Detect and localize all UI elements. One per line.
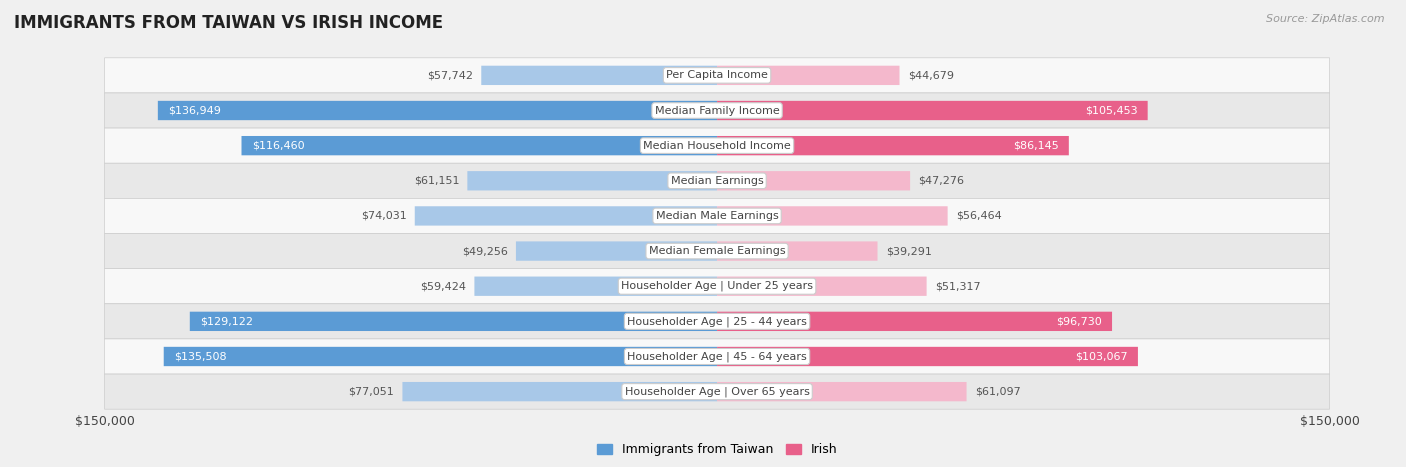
- FancyBboxPatch shape: [104, 374, 1330, 409]
- Text: Median Earnings: Median Earnings: [671, 176, 763, 186]
- FancyBboxPatch shape: [717, 66, 900, 85]
- Text: $77,051: $77,051: [349, 387, 394, 396]
- FancyBboxPatch shape: [481, 66, 717, 85]
- FancyBboxPatch shape: [104, 93, 1330, 128]
- Text: $105,453: $105,453: [1085, 106, 1137, 115]
- Text: $74,031: $74,031: [361, 211, 406, 221]
- FancyBboxPatch shape: [717, 206, 948, 226]
- FancyBboxPatch shape: [717, 276, 927, 296]
- Text: $135,508: $135,508: [174, 352, 226, 361]
- Text: $44,679: $44,679: [908, 71, 953, 80]
- Text: $39,291: $39,291: [886, 246, 932, 256]
- FancyBboxPatch shape: [717, 241, 877, 261]
- Text: $51,317: $51,317: [935, 281, 980, 291]
- Text: $129,122: $129,122: [200, 316, 253, 326]
- FancyBboxPatch shape: [516, 241, 717, 261]
- FancyBboxPatch shape: [717, 171, 910, 191]
- FancyBboxPatch shape: [104, 339, 1330, 374]
- FancyBboxPatch shape: [415, 206, 717, 226]
- FancyBboxPatch shape: [717, 101, 1147, 120]
- FancyBboxPatch shape: [242, 136, 717, 156]
- FancyBboxPatch shape: [190, 311, 717, 331]
- Text: Median Female Earnings: Median Female Earnings: [648, 246, 786, 256]
- FancyBboxPatch shape: [104, 58, 1330, 93]
- Text: $61,151: $61,151: [413, 176, 460, 186]
- FancyBboxPatch shape: [717, 311, 1112, 331]
- Text: Householder Age | Over 65 years: Householder Age | Over 65 years: [624, 386, 810, 397]
- Text: $103,067: $103,067: [1076, 352, 1128, 361]
- Text: Source: ZipAtlas.com: Source: ZipAtlas.com: [1267, 14, 1385, 24]
- Text: $57,742: $57,742: [427, 71, 472, 80]
- Text: $86,145: $86,145: [1012, 141, 1059, 151]
- FancyBboxPatch shape: [104, 163, 1330, 198]
- Text: Median Family Income: Median Family Income: [655, 106, 779, 115]
- Text: $47,276: $47,276: [918, 176, 965, 186]
- FancyBboxPatch shape: [163, 347, 717, 366]
- Text: $61,097: $61,097: [974, 387, 1021, 396]
- FancyBboxPatch shape: [717, 382, 966, 401]
- Text: Per Capita Income: Per Capita Income: [666, 71, 768, 80]
- FancyBboxPatch shape: [157, 101, 717, 120]
- Text: Householder Age | 25 - 44 years: Householder Age | 25 - 44 years: [627, 316, 807, 326]
- Text: Householder Age | Under 25 years: Householder Age | Under 25 years: [621, 281, 813, 291]
- FancyBboxPatch shape: [104, 198, 1330, 234]
- FancyBboxPatch shape: [467, 171, 717, 191]
- Text: Householder Age | 45 - 64 years: Householder Age | 45 - 64 years: [627, 351, 807, 362]
- FancyBboxPatch shape: [717, 347, 1137, 366]
- Text: $49,256: $49,256: [463, 246, 508, 256]
- Text: $116,460: $116,460: [252, 141, 304, 151]
- Text: $96,730: $96,730: [1056, 316, 1102, 326]
- FancyBboxPatch shape: [104, 128, 1330, 163]
- Text: $136,949: $136,949: [169, 106, 221, 115]
- FancyBboxPatch shape: [402, 382, 717, 401]
- Text: IMMIGRANTS FROM TAIWAN VS IRISH INCOME: IMMIGRANTS FROM TAIWAN VS IRISH INCOME: [14, 14, 443, 32]
- FancyBboxPatch shape: [104, 304, 1330, 339]
- Text: Median Male Earnings: Median Male Earnings: [655, 211, 779, 221]
- FancyBboxPatch shape: [474, 276, 717, 296]
- Legend: Immigrants from Taiwan, Irish: Immigrants from Taiwan, Irish: [592, 439, 842, 461]
- FancyBboxPatch shape: [717, 136, 1069, 156]
- Text: Median Household Income: Median Household Income: [643, 141, 792, 151]
- Text: $59,424: $59,424: [420, 281, 467, 291]
- Text: $56,464: $56,464: [956, 211, 1001, 221]
- FancyBboxPatch shape: [104, 234, 1330, 269]
- FancyBboxPatch shape: [104, 269, 1330, 304]
